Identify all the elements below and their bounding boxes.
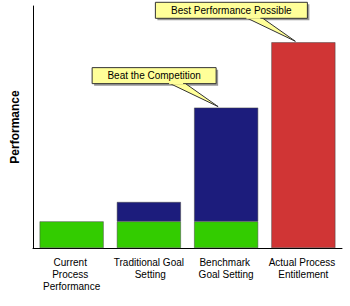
svg-text:Current: Current <box>54 257 90 268</box>
svg-text:Traditional Goal: Traditional Goal <box>114 257 184 268</box>
svg-text:Beat the Competition: Beat the Competition <box>107 70 200 81</box>
svg-text:Actual Process: Actual Process <box>269 257 338 268</box>
svg-text:Process: Process <box>52 269 91 280</box>
svg-text:Best Performance Possible: Best Performance Possible <box>171 5 292 16</box>
svg-text:Setting: Setting <box>132 269 166 280</box>
svg-text:Goal Setting: Goal Setting <box>199 269 254 280</box>
svg-text:Benchmark: Benchmark <box>199 257 252 268</box>
svg-text:Performance: Performance <box>8 90 22 164</box>
svg-text:Entitlement: Entitlement <box>278 269 328 280</box>
svg-text:Performance: Performance <box>43 281 101 292</box>
